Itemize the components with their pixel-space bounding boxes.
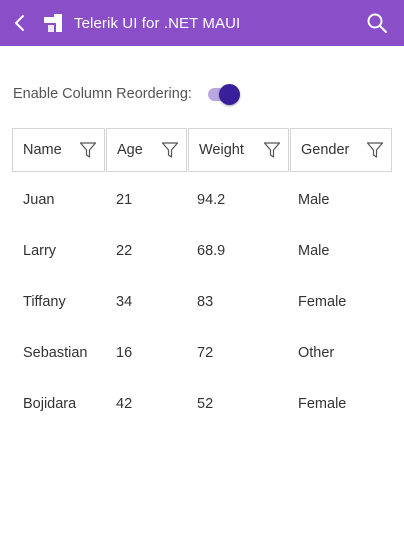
telerik-logo-icon: [42, 12, 64, 34]
cell-name: Tiffany: [23, 293, 66, 310]
grid-body: Juan 21 94.2 Male Larry 22 68.9 Male Tif…: [12, 174, 392, 429]
app-title: Telerik UI for .NET MAUI: [74, 14, 241, 32]
table-row[interactable]: Tiffany 34 83 Female: [12, 276, 392, 327]
cell-age: 16: [116, 344, 133, 361]
column-header-label: Name: [23, 142, 62, 158]
table-row[interactable]: Bojidara 42 52 Female: [12, 378, 392, 429]
column-header-label: Gender: [301, 142, 350, 158]
column-header-gender[interactable]: Gender: [290, 128, 392, 172]
column-header-label: Age: [117, 142, 143, 158]
filter-icon: [79, 142, 97, 158]
cell-weight: 68.9: [197, 242, 226, 259]
filter-icon: [263, 142, 281, 158]
cell-name: Juan: [23, 191, 55, 208]
search-icon: [367, 13, 387, 33]
app-bar: Telerik UI for .NET MAUI: [0, 0, 404, 46]
filter-button[interactable]: [365, 140, 385, 160]
column-header-weight[interactable]: Weight: [188, 128, 289, 172]
column-header-label: Weight: [199, 142, 244, 158]
cell-gender: Female: [298, 395, 347, 412]
cell-weight: 72: [197, 344, 214, 361]
column-header-age[interactable]: Age: [106, 128, 187, 172]
cell-name: Bojidara: [23, 395, 77, 412]
table-row[interactable]: Larry 22 68.9 Male: [12, 225, 392, 276]
table-row[interactable]: Juan 21 94.2 Male: [12, 174, 392, 225]
cell-gender: Male: [298, 242, 330, 259]
filter-icon: [366, 142, 384, 158]
column-reordering-switch[interactable]: [206, 82, 242, 106]
cell-name: Larry: [23, 242, 57, 259]
filter-icon: [161, 142, 179, 158]
cell-age: 22: [116, 242, 133, 259]
cell-age: 42: [116, 395, 133, 412]
cell-weight: 52: [197, 395, 214, 412]
table-row[interactable]: Sebastian 16 72 Other: [12, 327, 392, 378]
column-reordering-label: Enable Column Reordering:: [13, 86, 192, 102]
switch-thumb: [218, 84, 240, 105]
filter-button[interactable]: [160, 140, 180, 160]
grid-header-row: Name Age Weight Gender: [12, 128, 392, 172]
filter-button[interactable]: [262, 140, 282, 160]
cell-gender: Other: [298, 344, 335, 361]
cell-age: 34: [116, 293, 133, 310]
cell-age: 21: [116, 191, 133, 208]
column-reordering-option: Enable Column Reordering:: [13, 80, 393, 108]
data-grid: Name Age Weight Gender: [12, 128, 392, 429]
search-button[interactable]: [364, 10, 390, 36]
cell-weight: 94.2: [197, 191, 226, 208]
cell-name: Sebastian: [23, 344, 88, 361]
back-button[interactable]: [2, 0, 38, 46]
cell-gender: Female: [298, 293, 347, 310]
chevron-left-icon: [15, 15, 24, 31]
cell-weight: 83: [197, 293, 214, 310]
cell-gender: Male: [298, 191, 330, 208]
filter-button[interactable]: [78, 140, 98, 160]
column-header-name[interactable]: Name: [12, 128, 105, 172]
